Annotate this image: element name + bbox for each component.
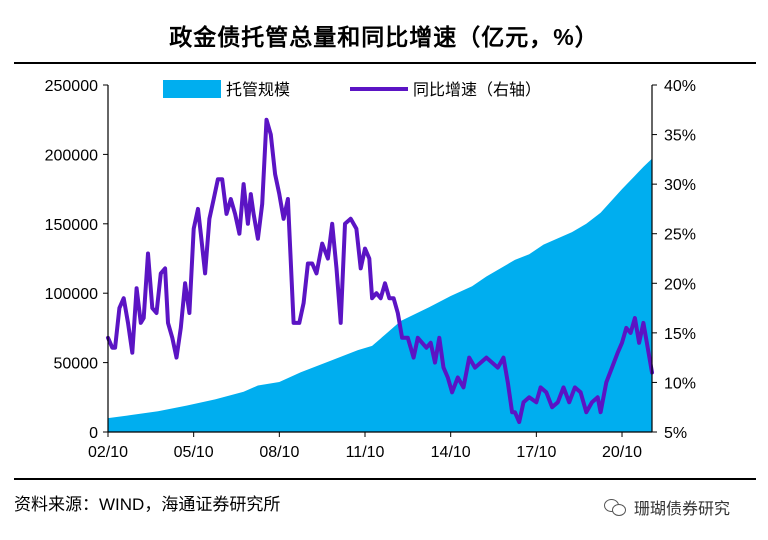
source-note: 资料来源：WIND，海通证券研究所 [14,495,281,514]
left-tick-label: 200000 [45,147,98,164]
legend-label-line: 同比增速（右轴） [413,81,541,99]
right-tick-label: 15% [664,326,696,343]
x-tick-label: 05/10 [174,444,214,461]
top-rule [14,62,756,64]
line-series-同比增速 [106,117,654,425]
right-tick-label: 40% [664,78,696,95]
x-tick-label: 11/10 [346,444,385,461]
right-tick-label: 20% [664,276,696,293]
legend-swatch-area [163,80,221,98]
right-tick-label: 10% [664,375,696,392]
chart-title: 政金债托管总量和同比增速（亿元，%） [169,24,599,50]
right-tick-label: 5% [664,425,687,442]
bottom-rule [14,478,756,480]
area-series-托管规模 [108,158,652,432]
left-tick-label: 150000 [45,217,98,234]
x-tick-label: 08/10 [259,444,299,461]
left-tick-label: 250000 [45,78,98,95]
left-tick-label: 0 [89,425,98,442]
watermark-text: 珊瑚债券研究 [634,501,731,518]
x-tick-label: 14/10 [431,444,471,461]
right-tick-label: 30% [664,177,696,194]
left-tick-label: 100000 [45,286,98,303]
x-tick-label: 17/10 [516,444,556,461]
wechat-icon [604,497,628,517]
watermark: 珊瑚债券研究 [604,495,730,519]
x-tick-label: 20/10 [602,444,642,461]
left-tick-label: 50000 [54,356,99,373]
right-tick-label: 25% [664,227,696,244]
chart-canvas: 0 50000 100000 150000 200000 250000 5% 10% 15% 20… [45,78,696,461]
legend-label-area: 托管规模 [226,81,290,99]
right-tick-label: 35% [664,128,696,145]
x-tick-label: 02/10 [88,444,128,461]
